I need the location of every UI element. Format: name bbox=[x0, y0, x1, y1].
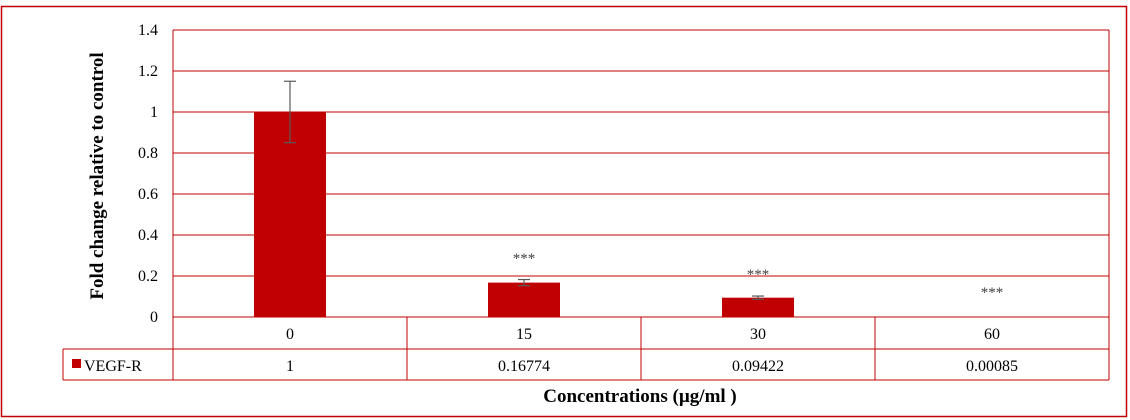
y-tick-labels: 0 0.2 0.4 0.6 0.8 1 1.2 1.4 bbox=[138, 22, 158, 326]
y-axis-title: Fold change relative to control bbox=[87, 52, 108, 299]
error-bars bbox=[284, 80, 764, 300]
y-tick-label: 0.4 bbox=[138, 227, 158, 244]
significance-marker: *** bbox=[513, 251, 536, 267]
legend-label: VEGF-R bbox=[84, 358, 142, 375]
data-table-value: 0.09422 bbox=[732, 358, 784, 375]
grid-lines bbox=[172, 29, 1110, 318]
y-tick-label: 0.6 bbox=[138, 186, 158, 203]
chart-border bbox=[0, 5, 1128, 418]
data-table-value: 0.00085 bbox=[966, 358, 1018, 375]
bar bbox=[722, 297, 794, 317]
significance-marker: *** bbox=[747, 267, 770, 283]
x-axis-title: Concentrations (µg/ml ) bbox=[543, 386, 737, 407]
y-tick-label: 1.2 bbox=[138, 63, 158, 80]
bars bbox=[254, 112, 1028, 318]
bar bbox=[254, 112, 326, 317]
x-category-label: 0 bbox=[286, 326, 294, 343]
data-table-value: 1 bbox=[286, 358, 294, 375]
legend-swatch bbox=[72, 359, 81, 368]
x-category-label: 15 bbox=[516, 326, 532, 343]
bar bbox=[488, 282, 560, 317]
data-table: 0 1 15 0.16774 30 0.09422 60 0.00085 VEGF-R bbox=[62, 316, 1110, 381]
y-tick-label: 0.2 bbox=[138, 268, 158, 285]
y-tick-label: 1.4 bbox=[138, 22, 158, 39]
significance-annotations: *** *** *** bbox=[513, 251, 1004, 301]
y-tick-label: 1 bbox=[150, 104, 158, 121]
x-category-label: 30 bbox=[750, 326, 766, 343]
data-table-value: 0.16774 bbox=[498, 358, 550, 375]
x-category-label: 60 bbox=[984, 326, 1000, 343]
y-tick-label: 0.8 bbox=[138, 145, 158, 162]
significance-marker: *** bbox=[981, 285, 1004, 301]
y-tick-label: 0 bbox=[150, 309, 158, 326]
